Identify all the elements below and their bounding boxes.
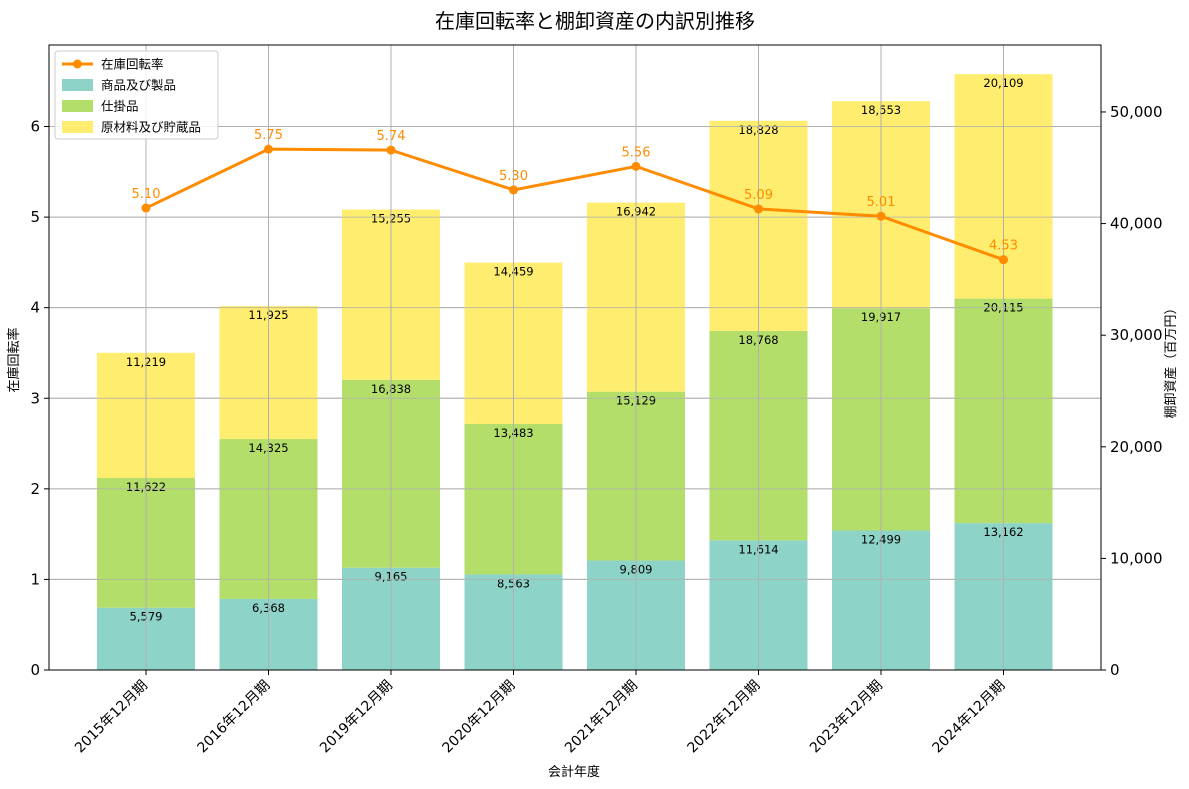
turnover-label: 5.75 [254,128,283,143]
legend-label: 在庫回転率 [101,57,164,72]
turnover-point [386,145,396,155]
y-left-tick-label: 2 [30,480,40,498]
y-left-tick-label: 3 [30,389,40,407]
turnover-point [754,204,763,214]
y-right-tick-label: 50,000 [1110,103,1163,121]
legend-swatch [62,121,93,133]
legend-label: 原材料及び貯蔵品 [101,120,201,135]
y-left-tick-label: 1 [30,570,40,588]
turnover-label: 5.30 [499,169,528,184]
x-tick-label: 2021年12月期 [562,678,641,757]
turnover-point [876,211,886,221]
y-left-tick-label: 5 [30,208,40,226]
y-left-tick-label: 0 [30,661,40,679]
y-left-tick-label: 4 [30,299,40,317]
y-right-tick-label: 30,000 [1110,326,1163,344]
x-tick-label: 2020年12月期 [440,678,519,757]
x-tick-label: 2024年12月期 [930,678,1009,757]
turnover-label: 5.10 [132,187,161,202]
turnover-label: 5.01 [867,195,896,210]
y-left-tick-label: 6 [30,118,40,136]
legend-swatch [62,100,93,112]
legend-label: 仕掛品 [101,99,139,114]
x-tick-label: 2015年12月期 [72,678,151,757]
y-axis-right-label: 棚卸資産（百万円） [1163,301,1179,418]
grid-layer [49,126,1101,580]
y-axis-left-label: 在庫回転率 [6,327,22,392]
x-axis-label: 会計年度 [548,764,600,780]
turnover-point [264,144,273,154]
x-tick-label: 2016年12月期 [195,678,274,757]
y-right-tick-label: 40,000 [1110,215,1163,233]
legend-swatch [62,79,93,91]
turnover-point [141,203,151,213]
legend-label: 商品及び製品 [101,78,176,93]
turnover-label: 4.53 [989,239,1018,254]
x-tick-label: 2019年12月期 [317,678,396,757]
x-tick-label: 2022年12月期 [685,678,764,757]
y-right-tick-label: 10,000 [1110,549,1163,567]
y-right-tick-label: 20,000 [1110,438,1163,456]
turnover-label: 5.09 [744,188,773,203]
line-layer: 5.10 5.75 5.74 5.30 5.56 5.09 5.01 4.53 [132,128,1018,265]
legend-line-marker [73,59,82,69]
turnover-label: 5.56 [622,145,651,160]
chart-title: 在庫回転率と棚卸資産の内訳別推移 [435,9,755,33]
turnover-point [631,161,641,171]
turnover-line [145,147,1005,262]
turnover-label: 5.74 [377,129,406,144]
y-right-tick-label: 0 [1110,661,1120,679]
turnover-point [999,255,1008,265]
x-tick-label: 2023年12月期 [807,678,886,757]
legend-box [54,50,219,140]
plot-frame [48,44,1102,671]
turnover-point [509,185,518,195]
